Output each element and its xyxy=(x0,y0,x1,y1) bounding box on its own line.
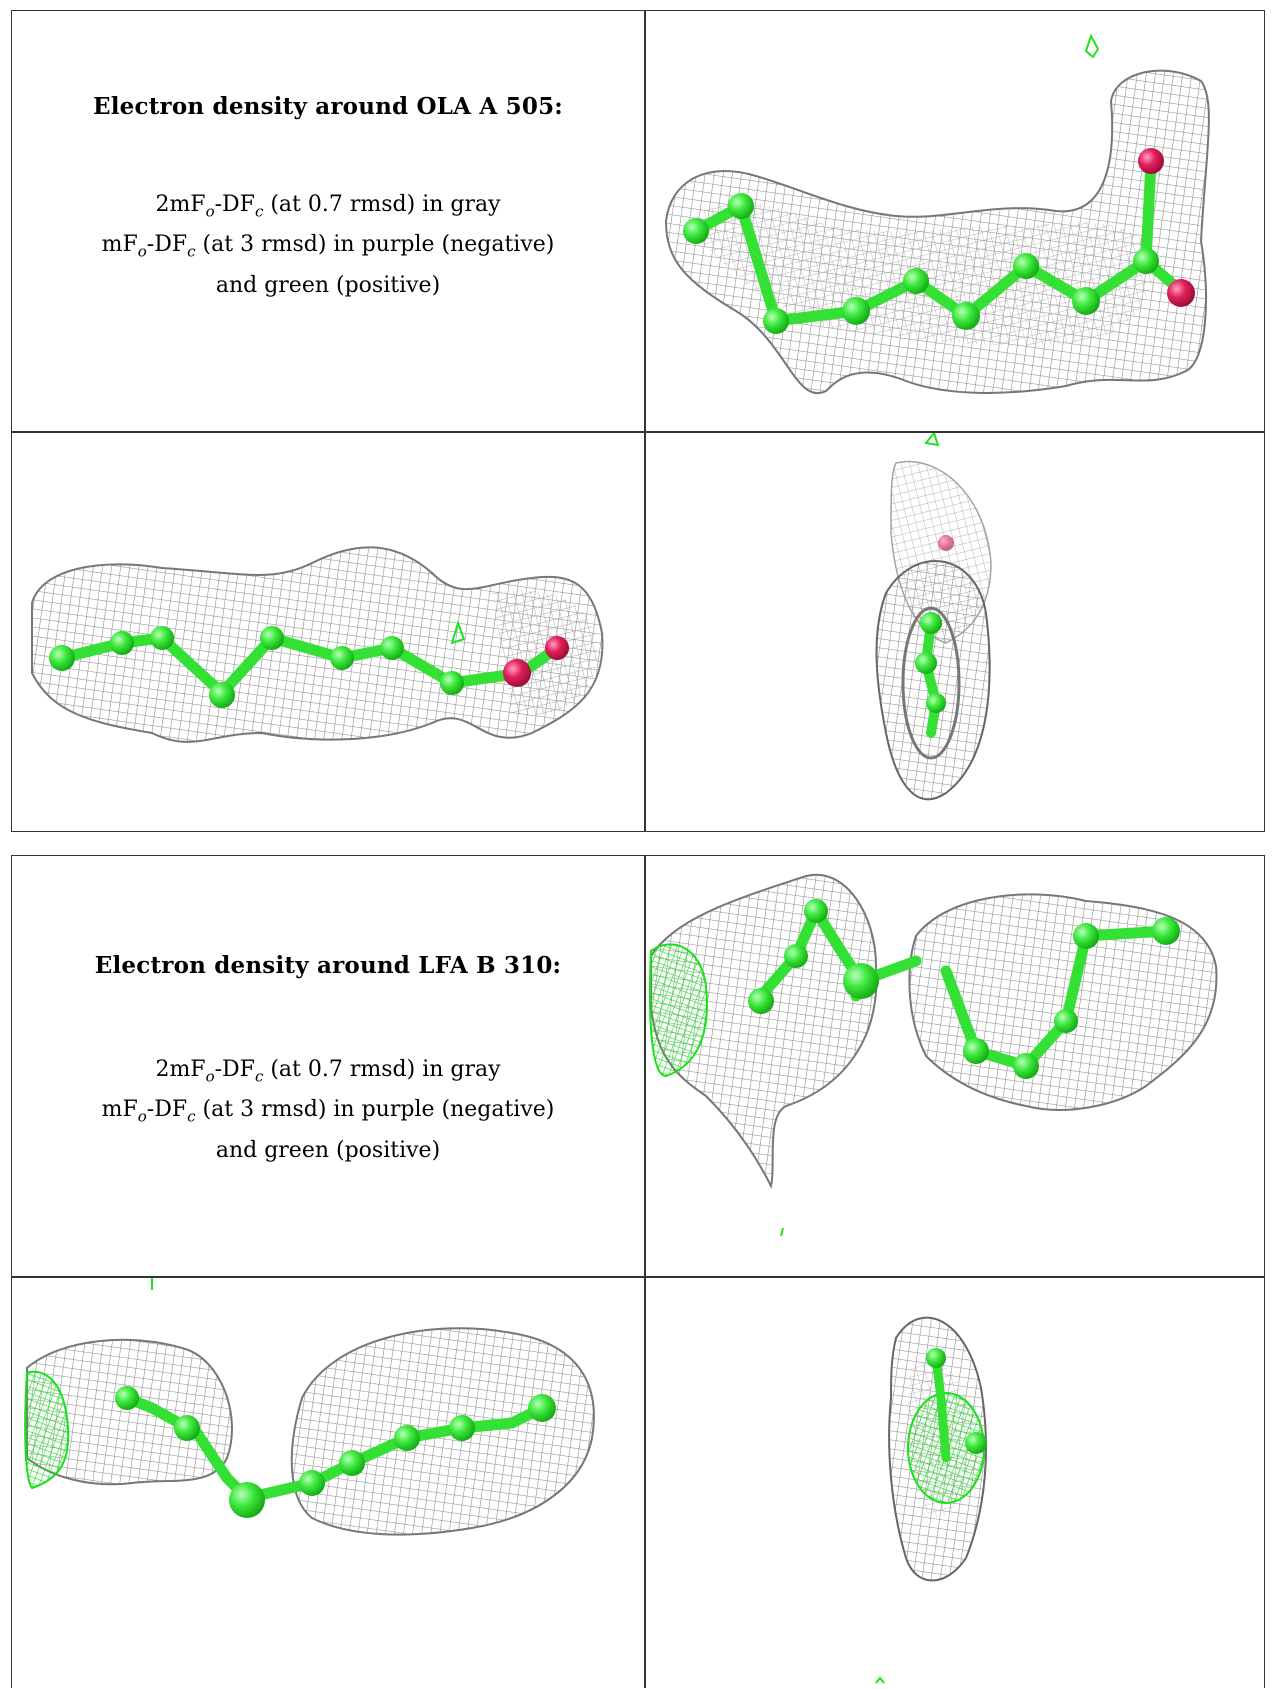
table-divider-vertical xyxy=(644,856,646,1688)
table-divider-horizontal xyxy=(12,1276,1264,1278)
ligand-atoms xyxy=(115,1386,556,1518)
ligand-atoms xyxy=(49,626,569,708)
caption-line-mfo: mFo-DFc (at 3 rmsd) in purple (negative) xyxy=(101,1097,555,1126)
figure-table-lfa: Electron density around LFA B 310: 2mFo-… xyxy=(11,855,1265,1688)
caption-line-2mfo: 2mFo-DFc (at 0.7 rmsd) in gray xyxy=(155,1057,501,1086)
caption-ola: Electron density around OLA A 505: 2mFo-… xyxy=(12,93,644,303)
ligand-atoms xyxy=(748,899,1180,1079)
density-image-lfa-view3 xyxy=(646,1278,1266,1689)
caption-line-2mfo: 2mFo-DFc (at 0.7 rmsd) in gray xyxy=(155,192,501,221)
table-divider-vertical xyxy=(644,11,646,831)
table-divider-horizontal xyxy=(12,431,1264,433)
density-image-ola-view2 xyxy=(12,433,644,831)
density-image-lfa-view2 xyxy=(12,1278,644,1689)
caption-line-mfo: mFo-DFc (at 3 rmsd) in purple (negative) xyxy=(101,232,555,261)
density-image-ola-view1 xyxy=(646,11,1266,431)
caption-lfa: Electron density around LFA B 310: 2mFo-… xyxy=(12,952,644,1168)
density-image-ola-view3 xyxy=(646,433,1266,831)
panel-title: Electron density around LFA B 310: xyxy=(94,952,562,979)
density-image-lfa-view1 xyxy=(646,856,1266,1276)
caption-line-green: and green (positive) xyxy=(215,272,441,298)
ligand-atoms xyxy=(683,148,1195,334)
panel-title: Electron density around OLA A 505: xyxy=(93,93,563,120)
figure-table-ola: Electron density around OLA A 505: 2mFo-… xyxy=(11,10,1265,832)
caption-line-green: and green (positive) xyxy=(215,1137,441,1163)
